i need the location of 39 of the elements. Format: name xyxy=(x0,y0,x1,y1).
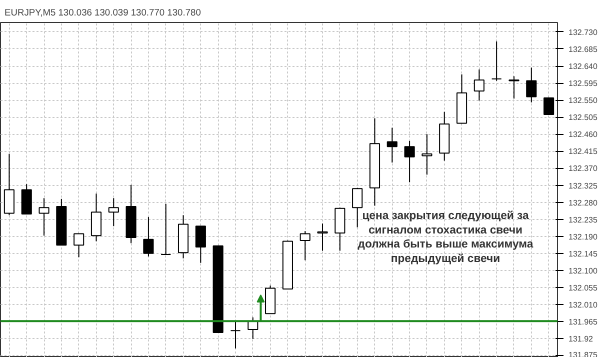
y-tick-label: 132.370 xyxy=(568,164,598,174)
candlestick xyxy=(386,127,398,164)
y-tick-label: 132.730 xyxy=(568,28,598,37)
candlestick xyxy=(526,67,537,103)
y-tick-label: 132.505 xyxy=(568,113,598,122)
y-tick-label: 132.145 xyxy=(568,249,598,258)
candlestick xyxy=(4,153,14,216)
y-tick-label: 132.190 xyxy=(568,232,598,242)
candlestick xyxy=(195,226,206,264)
y-tick-label: 132.100 xyxy=(568,266,598,276)
y-tick-label: 132.550 xyxy=(568,96,598,106)
annotation: цена закрытия следующей за сигналом стохастика свечи должна быть выше максимума предыдущей свечи xyxy=(358,210,534,266)
y-tick-label: 131.92 xyxy=(568,334,594,344)
candlestick xyxy=(38,198,50,236)
candlestick xyxy=(404,140,415,183)
candlestick xyxy=(474,68,484,101)
candlestick xyxy=(352,187,363,228)
y-tick-label: 132.415 xyxy=(568,147,598,156)
y-tick-label: 132.640 xyxy=(568,62,598,72)
candlestick xyxy=(160,203,172,256)
candlestick xyxy=(143,216,154,257)
y-tick-label: 132.010 xyxy=(568,300,598,310)
y-tick-label: 132.280 xyxy=(568,198,598,208)
candlestick xyxy=(230,320,241,349)
y-tick-label: 132.055 xyxy=(568,283,598,292)
y-tick-label: 132.325 xyxy=(568,181,598,190)
chart-title: EURJPY,M5 130.036 130.039 130.770 130.780 xyxy=(4,8,201,18)
candlestick xyxy=(108,198,119,227)
y-tick-label: 132.235 xyxy=(568,215,598,224)
candlestick xyxy=(300,230,310,261)
y-tick-label: 132.685 xyxy=(568,44,598,54)
y-tick-label: 131.965 xyxy=(568,318,598,327)
candlestick xyxy=(491,40,502,82)
candlestick xyxy=(74,233,84,258)
candlestick xyxy=(90,193,102,242)
y-tick-label: 132.595 xyxy=(568,79,598,88)
candlestick xyxy=(508,76,520,100)
candlestick xyxy=(317,223,328,252)
y-tick-label: 132.460 xyxy=(568,130,598,140)
